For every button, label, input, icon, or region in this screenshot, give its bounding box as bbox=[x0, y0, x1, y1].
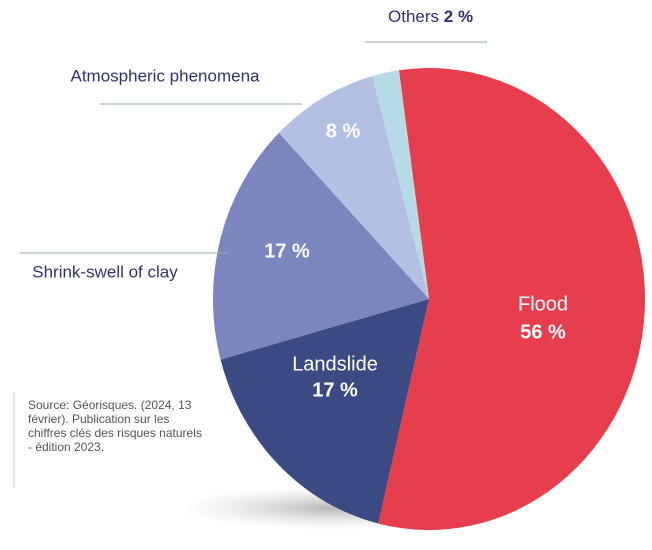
others-label: Others 2 % bbox=[388, 7, 473, 26]
category-label: Atmospheric phenomena bbox=[70, 66, 260, 85]
pie-slice bbox=[220, 299, 429, 524]
pie bbox=[213, 68, 645, 531]
category-label: Others bbox=[388, 7, 439, 26]
source-note: Source: Géorisques. (2024, 13 février). … bbox=[28, 398, 202, 454]
value-label: 2 % bbox=[444, 7, 473, 26]
value-label: 8 % bbox=[326, 120, 361, 142]
category-label: Landslide bbox=[292, 353, 378, 375]
pie-slice bbox=[378, 68, 645, 531]
pie-slice bbox=[213, 132, 429, 360]
pie-slice bbox=[372, 70, 429, 299]
value-label: 17 % bbox=[264, 240, 310, 262]
value-label: 17 % bbox=[312, 379, 358, 401]
pie-slice bbox=[278, 76, 429, 299]
category-label: Flood bbox=[518, 293, 568, 315]
category-label: Shrink-swell of clay bbox=[32, 262, 178, 281]
value-label: 56 % bbox=[520, 321, 566, 343]
